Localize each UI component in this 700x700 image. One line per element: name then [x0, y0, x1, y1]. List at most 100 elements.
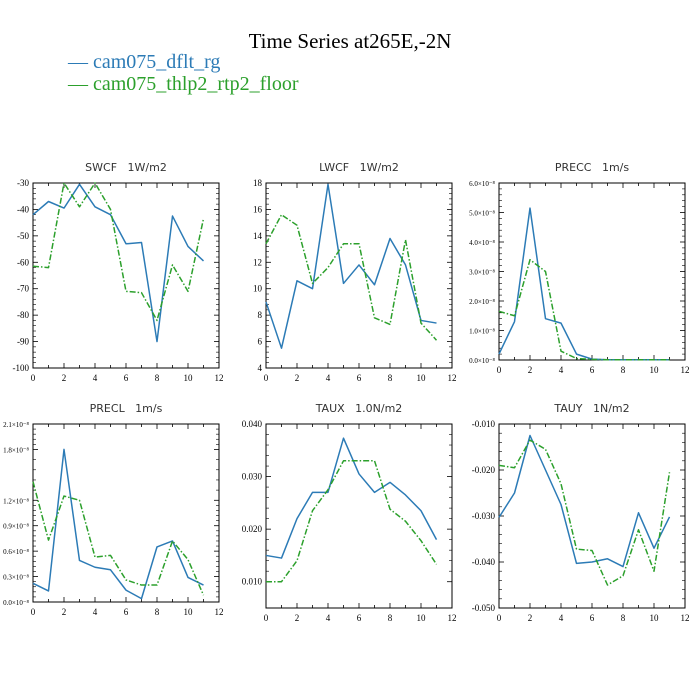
x-tick-label: 2	[528, 365, 533, 375]
x-tick-label: 6	[124, 607, 129, 617]
x-tick-label: 4	[326, 373, 331, 383]
y-tick-label: -100	[13, 363, 30, 373]
legend-entry-1: — cam075_dflt_rg	[67, 51, 220, 73]
y-tick-label: -0.030	[472, 511, 496, 521]
x-tick-label: 6	[590, 613, 595, 623]
series-line-2	[498, 439, 671, 586]
y-tick-label: -60	[17, 257, 29, 267]
series-line-2	[266, 460, 438, 583]
x-tick-label: 0	[31, 373, 36, 383]
y-tick-label: 1.8×10⁻⁸	[3, 446, 29, 454]
y-tick-label: 10	[253, 284, 263, 294]
panel-title: LWCF 1W/m2	[319, 161, 399, 174]
y-tick-label: 3.0×10⁻⁸	[469, 269, 495, 277]
x-tick-label: 12	[448, 613, 457, 623]
x-tick-label: 12	[448, 373, 457, 383]
y-tick-label: -90	[17, 337, 29, 347]
y-tick-label: 0.040	[242, 419, 263, 429]
plot-frame	[498, 423, 686, 609]
y-tick-label: -0.040	[472, 557, 496, 567]
panel-title: TAUX 1.0N/m2	[315, 402, 403, 415]
x-tick-label: 8	[621, 365, 626, 375]
y-tick-label: -0.010	[472, 419, 496, 429]
y-tick-label: 4	[258, 363, 263, 373]
x-tick-label: 10	[184, 373, 194, 383]
y-tick-label: 2.0×10⁻⁸	[469, 298, 495, 306]
y-tick-label: 2.1×10⁻⁸	[3, 421, 29, 429]
y-tick-label: 1.2×10⁻⁸	[3, 497, 29, 505]
y-tick-label: -0.050	[472, 603, 496, 613]
y-tick-label: -30	[17, 178, 29, 188]
x-tick-label: 10	[650, 365, 660, 375]
y-tick-label: 0.0×10⁻⁸	[3, 599, 29, 607]
y-tick-label: 0.9×10⁻⁸	[3, 523, 29, 531]
plot-frame	[32, 423, 220, 603]
chart-panel-2: LWCF 1W/m2 0 2 4 6 8 10 12 4 6 8 10 12 14 16 18	[253, 161, 457, 383]
chart-panel-6: TAUY 1N/m2 0 2 4 6 8 10 12 -0.050 -0.040 -0.030 -0.…	[472, 402, 690, 623]
x-tick-label: 6	[357, 373, 362, 383]
panel-title: SWCF 1W/m2	[85, 161, 167, 174]
y-tick-label: 0.020	[242, 524, 263, 534]
y-tick-label: 0.030	[242, 472, 263, 482]
series-line-2	[265, 213, 438, 341]
x-tick-label: 2	[62, 373, 67, 383]
x-tick-label: 12	[681, 613, 690, 623]
x-tick-label: 0	[264, 613, 269, 623]
panel-title: TAUY 1N/m2	[553, 402, 629, 415]
y-tick-label: 14	[253, 231, 263, 241]
series-line-2	[498, 258, 670, 361]
y-tick-label: 0.010	[242, 577, 263, 587]
x-tick-label: 4	[559, 365, 564, 375]
y-tick-label: 4.0×10⁻⁸	[469, 239, 495, 247]
x-tick-label: 12	[681, 365, 690, 375]
chart-panel-4: PRECL 1m/s 0 2 4 6 8 10 12 0.0×10⁻⁸ 0.3×10⁻⁸ 0.6×1…	[3, 402, 223, 617]
series-line-2	[32, 182, 205, 322]
x-tick-label: 10	[184, 607, 194, 617]
y-tick-label: 16	[253, 204, 263, 214]
plot-frame	[32, 182, 220, 369]
series-line-1	[32, 448, 204, 600]
y-tick-label: 5.0×10⁻⁸	[469, 210, 495, 218]
x-tick-label: 4	[559, 613, 564, 623]
x-tick-label: 10	[417, 613, 427, 623]
series-line-1	[265, 183, 437, 349]
y-tick-label: 8	[258, 310, 263, 320]
y-tick-label: 6.0×10⁻⁸	[469, 180, 495, 188]
x-tick-label: 8	[155, 373, 160, 383]
y-tick-label: -80	[17, 310, 29, 320]
x-tick-label: 12	[215, 607, 224, 617]
chart-panel-3: PRECC 1m/s 0 2 4 6 8 10 12 0.0×10⁻⁸ 1.0×10⁻⁸ 2.0×1…	[469, 161, 689, 375]
panel-title: PRECL 1m/s	[90, 402, 163, 415]
y-tick-label: 0.3×10⁻⁸	[3, 574, 29, 582]
x-tick-label: 6	[357, 613, 362, 623]
series-line-2	[32, 481, 205, 596]
chart-panel-5: TAUX 1.0N/m2 0 2 4 6 8 10 12 0.010 0.020 0.030 0.04…	[242, 402, 457, 623]
y-tick-label: -50	[17, 231, 29, 241]
x-tick-label: 8	[388, 613, 393, 623]
x-tick-label: 2	[528, 613, 533, 623]
x-tick-label: 4	[93, 607, 98, 617]
x-tick-label: 0	[497, 613, 502, 623]
y-tick-label: 0.6×10⁻⁸	[3, 548, 29, 556]
x-tick-label: 8	[388, 373, 393, 383]
legend-entry-2: — cam075_thlp2_rtp2_floor	[67, 73, 299, 95]
series-line-1	[32, 183, 205, 343]
y-tick-label: 1.0×10⁻⁸	[469, 328, 495, 336]
x-tick-label: 10	[417, 373, 427, 383]
x-tick-label: 4	[93, 373, 98, 383]
x-tick-label: 12	[215, 373, 224, 383]
y-tick-label: -40	[17, 204, 29, 214]
y-tick-label: -0.020	[472, 465, 496, 475]
x-tick-label: 0	[497, 365, 502, 375]
chart-panel-1: SWCF 1W/m2 0 2 4 6 8 10 12 -100 -90 -80 -70 -60 -50 -4…	[13, 161, 224, 383]
chart-panels: SWCF 1W/m2 0 2 4 6 8 10 12 -100 -90 -80 -70 -60 -50 -4…	[3, 161, 689, 623]
series-line-1	[498, 207, 670, 361]
x-tick-label: 8	[155, 607, 160, 617]
x-tick-label: 6	[590, 365, 595, 375]
x-tick-label: 2	[295, 613, 300, 623]
panel-title: PRECC 1m/s	[555, 161, 629, 174]
y-tick-label: 6	[258, 337, 263, 347]
y-tick-label: 18	[253, 178, 263, 188]
x-tick-label: 8	[621, 613, 626, 623]
